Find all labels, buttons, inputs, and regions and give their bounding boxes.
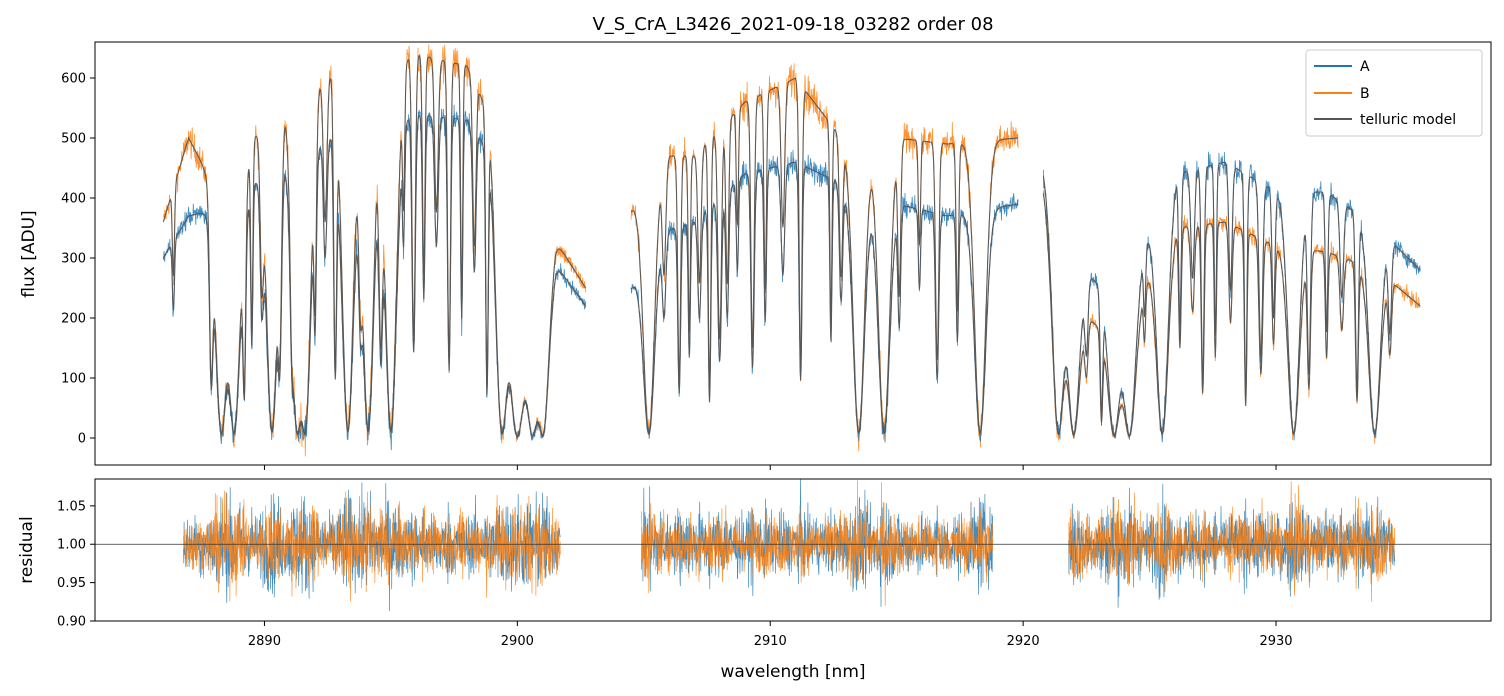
flux-ytick-label: 500 — [61, 132, 86, 147]
residual-y-ticks: 0.90 0.95 1.00 1.05 — [57, 499, 95, 630]
flux-panel: 0 100 200 300 400 500 600 flux [ADU] A B tellu… — [19, 41, 1492, 470]
chart-title: V_S_CrA_L3426_2021-09-18_03282 order 08 — [592, 14, 993, 35]
flux-y-axis-label: flux [ADU] — [19, 210, 39, 297]
legend: A B telluric model — [1305, 49, 1483, 137]
flux-plot-area — [95, 42, 1491, 465]
flux-ytick-label: 600 — [61, 72, 86, 87]
legend-label-b: B — [1360, 86, 1370, 102]
flux-axes-frame — [94, 41, 1492, 466]
residual-series-b-segment-1 — [183, 490, 561, 602]
flux-ytick-label: 400 — [61, 192, 86, 207]
flux-series-group — [162, 44, 1421, 457]
residual-series-b-segment-3 — [1068, 481, 1396, 602]
residual-x-ticks: 2890 2900 2910 2920 2930 — [248, 621, 1293, 649]
residual-panel: 0.90 0.95 1.00 1.05 2890 2900 2910 2920 2930 re… — [17, 478, 1492, 682]
x-axis-label: wavelength [nm] — [720, 662, 865, 682]
residual-xtick-label: 2930 — [1259, 634, 1292, 649]
residual-xtick-label: 2910 — [754, 634, 787, 649]
residual-ytick-label: 0.90 — [57, 615, 86, 630]
residual-ytick-label: 1.05 — [57, 499, 86, 514]
residual-xtick-label: 2890 — [248, 634, 281, 649]
residual-ytick-label: 0.95 — [57, 576, 86, 591]
residual-axes-frame — [94, 478, 1492, 622]
flux-x-ticks — [263, 465, 1277, 470]
residual-series-group — [183, 479, 1396, 612]
telluric-model-a-segment-2 — [630, 161, 1019, 436]
flux-ytick-label: 100 — [61, 372, 86, 387]
residual-ytick-label: 1.00 — [57, 538, 86, 553]
flux-y-ticks: 0 100 200 300 400 500 600 — [61, 72, 95, 447]
residual-xtick-label: 2900 — [501, 634, 534, 649]
legend-label-telluric: telluric model — [1360, 112, 1456, 128]
flux-ytick-label: 200 — [61, 312, 86, 327]
telluric-model-b-segment-3 — [1042, 193, 1421, 437]
flux-series-a-segment-2 — [630, 149, 1019, 443]
legend-label-a: A — [1360, 59, 1370, 75]
residual-series-b-segment-2 — [640, 480, 994, 606]
residual-series-a-segment-2 — [641, 479, 994, 607]
legend-box — [1305, 49, 1483, 137]
residual-xtick-label: 2920 — [1007, 634, 1040, 649]
residual-y-axis-label: residual — [17, 516, 37, 583]
telluric-model-b-segment-1 — [162, 54, 587, 438]
flux-ytick-label: 0 — [78, 432, 86, 447]
telluric-model-b-segment-2 — [630, 77, 1019, 434]
flux-ytick-label: 300 — [61, 252, 86, 267]
